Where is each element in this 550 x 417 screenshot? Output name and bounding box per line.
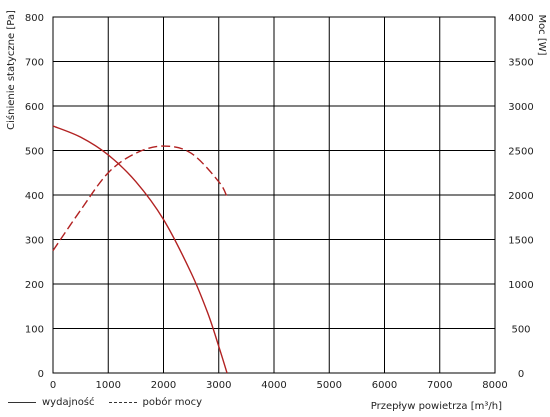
x-tick-label: 3000 [206,380,231,391]
x-tick-label: 8000 [482,380,507,391]
legend-item-solid: wydajność [8,397,95,408]
y-right-tick-label: 500 [511,325,530,336]
legend-item-dashed: pobór mocy [108,397,203,408]
legend-label-dashed: pobór mocy [142,397,203,408]
y-left-tick-label: 400 [25,191,44,202]
x-tick-label: 4000 [261,380,286,391]
series-line-solid [52,125,228,374]
y-axis-left-label: Ciśnienie statyczne [Pa] [5,10,17,130]
y-right-tick-label: 3000 [508,102,533,113]
x-tick-label: 5000 [317,380,342,391]
x-tick-label: 7000 [427,380,452,391]
legend: wydajność pobór mocy [8,397,216,408]
legend-label-solid: wydajność [42,397,95,408]
x-tick-label: 2000 [151,380,176,391]
x-tick-label: 6000 [372,380,397,391]
y-axis-right-label: Moc [W] [536,14,547,55]
y-right-tick-label: 2000 [508,191,533,202]
grid [52,16,496,374]
y-left-tick-label: 300 [25,236,44,247]
series-line-dashed [52,145,228,252]
y-left-tick-label: 700 [25,58,44,69]
y-left-tick-label: 500 [25,147,44,158]
y-right-tick-label: 3500 [508,58,533,69]
y-left-tick-label: 200 [25,280,44,291]
x-axis-label: Przepływ powietrza [m³/h] [371,401,502,412]
tick-labels: 0 1000 2000 3000 4000 5000 6000 7000 80000100200… [25,13,534,391]
y-right-tick-label: 1500 [508,236,533,247]
legend-swatch-solid [8,402,36,403]
y-left-tick-label: 800 [25,13,44,24]
y-right-tick-label: 2500 [508,147,533,158]
x-tick-label: 1000 [96,380,121,391]
y-left-tick-label: 600 [25,102,44,113]
x-tick-label: 0 [50,380,56,391]
series [52,125,228,374]
y-right-tick-label: 1000 [508,280,533,291]
legend-swatch-dashed [108,402,137,403]
y-left-tick-label: 100 [25,325,44,336]
y-left-tick-label: 0 [38,369,44,380]
y-right-tick-label: 0 [518,369,524,380]
y-right-tick-label: 4000 [508,13,533,24]
